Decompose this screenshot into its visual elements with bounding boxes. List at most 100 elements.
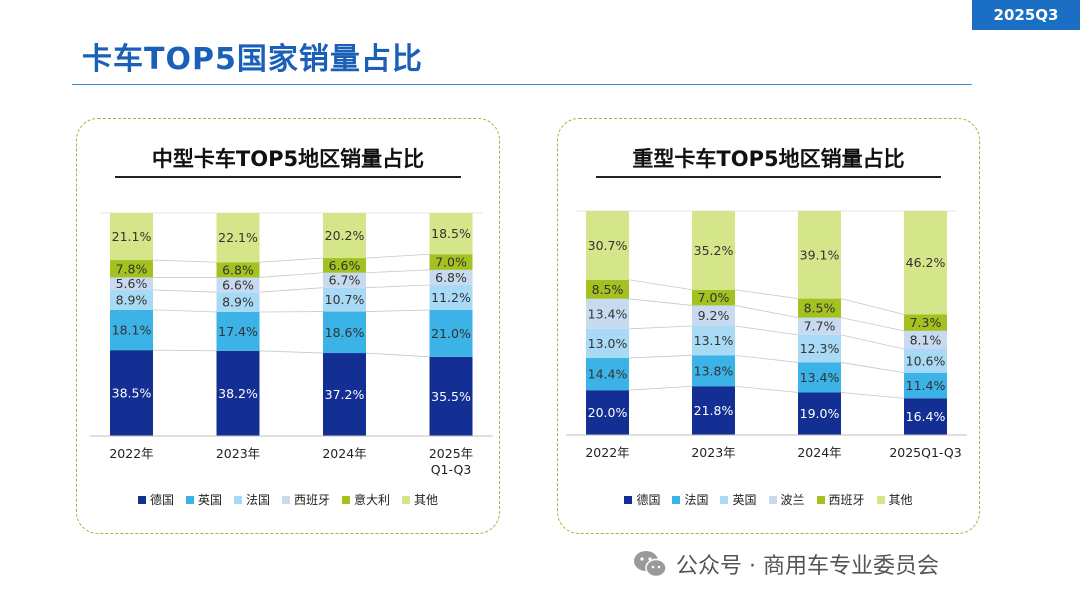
heavy-truck-stacked-bar-chart: 20.0% 14.4% 13.0% 13.4% 8.5% 30.7% 2022年 21.8% 1… [566,210,967,460]
legend-swatch [185,495,194,504]
bar-segment [429,356,473,436]
data-label: 18.1% [112,322,152,337]
legend-swatch [402,495,411,504]
legend-item: 意大利 [342,491,390,508]
series-connector [734,385,799,393]
bar-segment [904,314,947,331]
data-label: 6.6% [329,258,361,273]
data-label: 14.4% [588,367,628,382]
legend-item: 德国 [137,491,174,508]
bar-segment [586,328,629,358]
bar-segment [216,277,260,293]
series-connector [840,392,905,399]
data-label: 35.2% [694,243,734,258]
data-label: 8.9% [116,292,148,307]
data-label: 9.2% [698,308,730,323]
legend-label: 德国 [636,493,661,507]
category-label: 2024年 [322,446,366,461]
series-connector [628,385,693,391]
data-label: 18.6% [325,325,365,340]
data-label: 38.2% [218,386,258,401]
series-connector [365,253,430,259]
bar-segment [110,277,153,290]
bar-segment [110,289,153,310]
data-label: 13.4% [588,306,628,321]
bar-segment [798,362,841,393]
legend-item: 西班牙 [282,491,330,508]
heavy-truck-chart-panel: 重型卡车TOP5地区销量占比 20.0% 14.4% 13.0% 13.4% 8.5% 3… [557,118,980,534]
page-title: 卡车TOP5国家销量占比 [82,42,423,77]
bar-segment [586,357,629,391]
bar-segment [692,289,735,306]
bar-segment [110,260,153,278]
category-label: 2024年 [797,445,841,460]
title-divider [72,84,972,85]
legend-item: 西班牙 [816,491,865,508]
bar-segment [692,305,735,327]
legend-label: 波兰 [780,493,805,507]
bar-segment [904,398,947,435]
series-connector [365,269,430,274]
data-label: 16.4% [906,409,946,424]
chart-title: 中型卡车TOP5地区销量占比 [151,147,425,171]
bar-segment [323,287,366,312]
category-label: 2023年 [691,445,735,460]
series-connector [628,279,693,291]
data-label: 8.9% [222,295,254,310]
series-connector [628,354,693,359]
legend-swatch [342,495,351,504]
data-label: 37.2% [325,387,365,402]
legend-item: 其他 [402,491,438,508]
data-label: 21.8% [694,403,734,418]
data-label: 7.0% [698,290,730,305]
data-label: 13.1% [694,333,734,348]
bar-segment [429,285,473,311]
bar-segment [798,334,841,363]
legend-swatch [876,495,885,504]
category-label: 2023年 [216,446,260,461]
bar-segment [323,353,366,436]
chart-legend: 德国 英国 法国 西班牙 意大利 其他 [77,491,499,508]
data-label: 7.0% [435,255,467,270]
series-connector [152,289,217,293]
series-connector [365,352,430,358]
bar-segment [904,211,947,315]
legend-swatch [233,495,242,504]
medium-truck-stacked-bar-chart: 38.5%18.1%8.9%5.6%7.8%21.1%2022年38.2%17.… [90,212,493,477]
data-label: 6.8% [222,262,254,277]
data-label: 13.4% [800,370,840,385]
series-connector [734,325,799,336]
bar-segment [798,211,841,299]
series-connector [840,334,905,350]
bar-segment [110,309,153,351]
bar-segment [216,213,260,263]
bar-segment [692,355,735,387]
category-label: Q1-Q3 [431,462,472,477]
data-label: 7.8% [116,261,148,276]
legend-label: 其他 [414,493,439,507]
bar-segment [692,326,735,356]
legend-label: 法国 [245,493,270,507]
series-connector [365,284,430,289]
data-label: 19.0% [800,406,840,421]
category-label: 2025年 [429,446,473,461]
data-label: 30.7% [588,238,628,253]
bar-segment [429,254,473,270]
footer: 公众号 · 商用车专业委员会 [632,548,939,580]
chart-legend: 德国 法国 英国 波兰 西班牙 其他 [558,491,979,508]
series-connector [259,287,324,293]
bar-segment [586,279,629,299]
data-label: 20.0% [588,405,628,420]
bar-segment [692,386,735,435]
legend-label: 英国 [732,493,757,507]
legend-item: 英国 [720,491,757,508]
bar-segment [798,317,841,335]
legend-item: 英国 [185,491,222,508]
data-label: 39.1% [800,247,840,262]
bar-segment [586,211,629,280]
series-connector [734,289,799,299]
data-label: 6.7% [329,273,361,288]
legend-label: 西班牙 [294,493,331,507]
series-connector [152,349,217,352]
legend-swatch [768,495,777,504]
